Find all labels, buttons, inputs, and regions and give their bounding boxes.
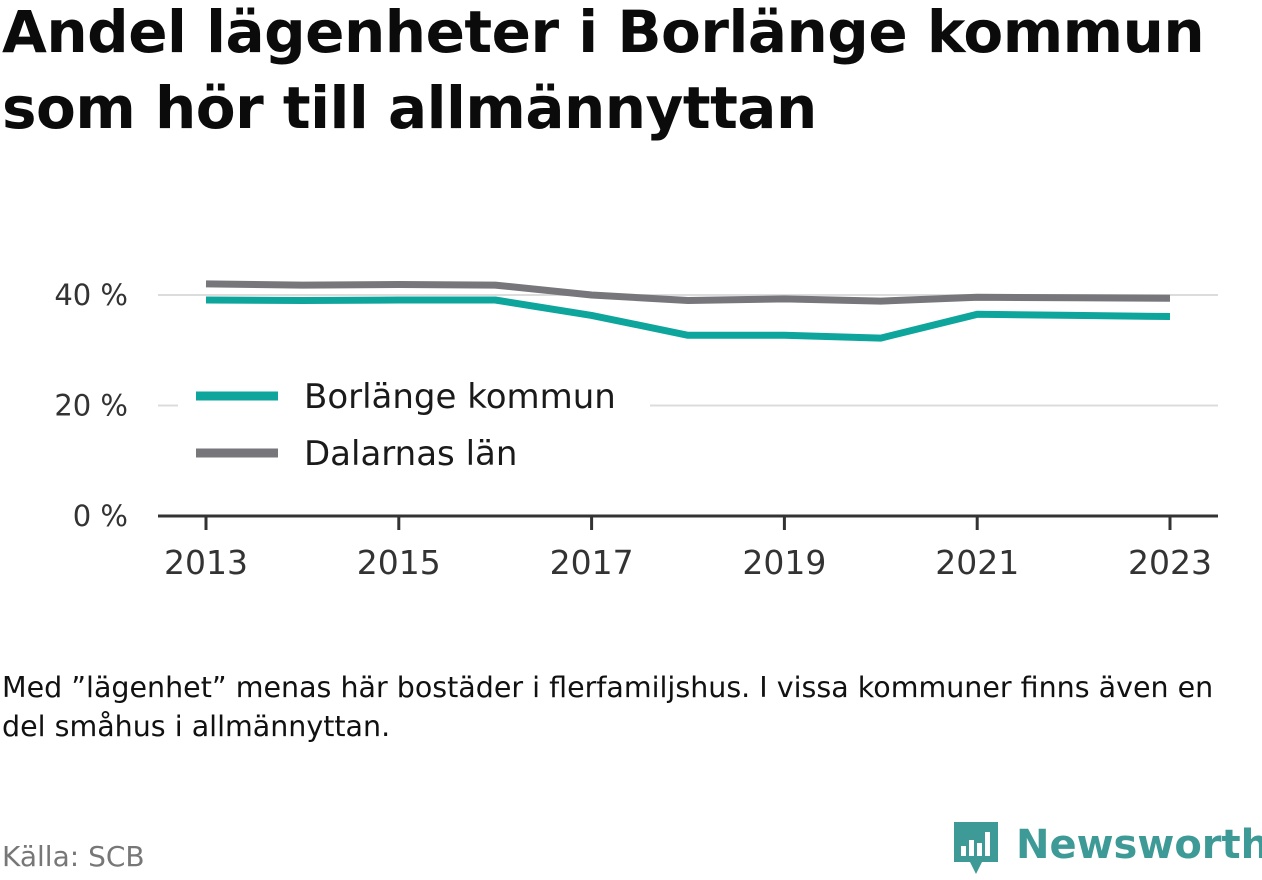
- legend-label: Borlänge kommun: [304, 377, 616, 417]
- x-axis: [158, 514, 1218, 530]
- series-line: [205, 280, 1171, 305]
- legend-background: [178, 368, 650, 478]
- series-line: [205, 296, 1171, 342]
- legend: Borlänge kommun Dalarnas län: [196, 377, 616, 474]
- series-lines: [205, 280, 1171, 342]
- x-tick-label: 2021: [935, 543, 1019, 582]
- x-tick-label: 2023: [1128, 543, 1212, 582]
- x-tick-labels: 2013 2015 2017 2019 2021 2023: [164, 543, 1212, 582]
- x-tick-label: 2019: [742, 543, 826, 582]
- brand-name: Newsworthy: [1016, 822, 1262, 868]
- chart-title: Andel lägenheter i Borlänge kommun som h…: [2, 0, 1205, 142]
- y-tick-label: 0 %: [73, 499, 128, 533]
- x-tick-label: 2015: [357, 543, 441, 582]
- x-tick-label: 2017: [550, 543, 634, 582]
- y-tick-label: 20 %: [54, 389, 128, 423]
- legend-label: Dalarnas län: [304, 434, 517, 474]
- y-tick-labels: 0 % 20 % 40 %: [54, 278, 128, 533]
- newsworthy-logo-icon: [954, 822, 998, 874]
- chart-note: Med ”lägenhet” menas här bostäder i fler…: [2, 671, 1214, 743]
- y-tick-label: 40 %: [54, 278, 128, 312]
- source-label: Källa: SCB: [2, 840, 145, 873]
- line-chart: 0 % 20 % 40 % 2013 2015 2017 2019 2021 2023 Bor…: [54, 278, 1218, 582]
- legend-box: [178, 368, 650, 478]
- x-tick-label: 2013: [164, 543, 248, 582]
